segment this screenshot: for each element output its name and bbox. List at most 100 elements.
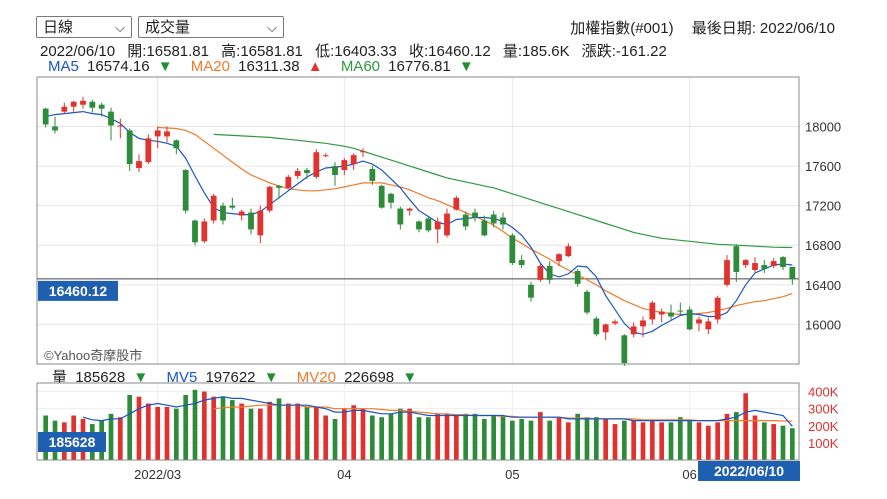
current-price-tag-label: 16460.12 xyxy=(49,283,108,299)
candle-body xyxy=(537,266,544,280)
candle-body xyxy=(509,235,516,264)
ohlc-volume: 量:185.6K xyxy=(502,43,570,60)
candle-body xyxy=(220,205,226,221)
price-tick-label: 17600 xyxy=(805,159,841,174)
ohlc-open: 開:16581.81 xyxy=(127,43,209,60)
candle-body xyxy=(481,220,488,236)
volume-bar xyxy=(258,408,263,460)
period-select-value: 日線 xyxy=(43,19,74,36)
volume-bar xyxy=(323,415,328,460)
indicator-select-value: 成交量 xyxy=(145,19,191,36)
candle-body xyxy=(556,254,562,262)
candle-body xyxy=(397,208,404,225)
axis-labels: 18000 17600 17200 16800 16400 16000 400K 300K 20… xyxy=(134,119,841,482)
volume-tick-label: 300K xyxy=(808,402,839,417)
volume-panel-frame xyxy=(36,382,800,461)
ohlc-change: 漲跌:-161.22 xyxy=(581,43,667,60)
candle-body xyxy=(406,208,413,211)
price-tick-label: 16400 xyxy=(805,278,841,293)
candle-body xyxy=(444,213,450,236)
mv5-arrow: ▼ xyxy=(263,369,279,386)
candle-body xyxy=(61,106,68,112)
ma20-label: MA20 xyxy=(190,58,230,75)
volume-bar xyxy=(724,413,730,460)
candle-body xyxy=(154,130,161,137)
candle-body xyxy=(565,246,572,257)
price-tick-label: 17200 xyxy=(805,199,841,214)
volume-bar xyxy=(454,415,459,460)
ma60-value: 16776.81 xyxy=(388,58,451,75)
candle-body xyxy=(285,176,292,188)
ohlc-readout: 2022/06/10 開:16581.81 高:16581.81 低:16403… xyxy=(40,40,675,61)
volume-legend: 量 185628 ▼ MV5 197622 ▼ MV20 226698 ▼ xyxy=(52,366,421,387)
candle-body xyxy=(229,205,236,208)
volume-bar xyxy=(286,403,291,460)
volume-bars xyxy=(43,389,795,460)
candle-body xyxy=(546,266,553,280)
candle-body xyxy=(182,170,189,211)
candle-body xyxy=(612,321,618,324)
period-select[interactable]: 日線 ⌵ xyxy=(36,16,132,38)
volume-bar xyxy=(118,417,123,460)
volume-bar xyxy=(762,422,767,460)
time-tick-label: 04 xyxy=(337,467,351,482)
candle-body xyxy=(630,326,637,335)
volume-bar xyxy=(631,420,636,460)
indicator-select[interactable]: 成交量 ⌵ xyxy=(138,16,284,38)
volume-bar xyxy=(650,420,655,460)
candle-body xyxy=(108,111,114,126)
current-volume-tag-label: 185628 xyxy=(49,434,96,450)
volume-bar xyxy=(780,425,786,460)
volume-bar xyxy=(519,418,524,460)
ohlc-date: 2022/06/10 xyxy=(40,43,116,60)
candle-body xyxy=(640,320,646,327)
volume-bar xyxy=(696,422,702,460)
volume-bar xyxy=(500,415,506,460)
volume-bar xyxy=(370,415,375,460)
candle-body xyxy=(490,214,497,224)
mv5-line xyxy=(82,396,793,427)
candle-body xyxy=(276,185,282,188)
candle-body xyxy=(257,210,264,236)
candle-body xyxy=(52,126,58,131)
volume-bar xyxy=(584,417,590,460)
volume-bar xyxy=(398,408,403,460)
candle-body xyxy=(136,161,142,169)
volume-bar xyxy=(556,417,562,460)
candle-body xyxy=(369,169,376,181)
volume-bar xyxy=(239,403,244,460)
volume-bar xyxy=(360,408,366,460)
candle-body xyxy=(89,101,96,108)
candle-body xyxy=(126,130,133,165)
volume-bar xyxy=(230,400,235,460)
ma60-arrow: ▼ xyxy=(458,58,474,75)
candle-body xyxy=(294,171,301,176)
ma60-line xyxy=(213,133,793,249)
price-tick-label: 18000 xyxy=(805,119,841,134)
candle-body xyxy=(472,212,478,218)
volume-bar xyxy=(435,413,440,460)
candle-body xyxy=(80,100,86,105)
volume-bar xyxy=(351,405,356,460)
candle-body xyxy=(332,166,338,175)
volume-bar xyxy=(332,418,338,460)
current-date-tag xyxy=(698,461,800,481)
candle-body xyxy=(238,211,245,216)
candle-body xyxy=(770,261,777,267)
candles xyxy=(42,96,796,366)
volume-bar xyxy=(482,418,487,460)
candle-body xyxy=(210,195,217,221)
candle-body xyxy=(724,260,730,285)
volume-bar xyxy=(594,417,599,460)
candle-body xyxy=(686,309,693,330)
volume-bar xyxy=(528,420,534,460)
current-price-tag xyxy=(38,280,118,301)
candle-body xyxy=(341,160,348,171)
candle-body xyxy=(500,217,506,225)
volume-bar xyxy=(379,417,384,460)
candle-body xyxy=(677,310,684,312)
current-date-tag-label: 2022/06/10 xyxy=(714,463,784,479)
price-tick-label: 16800 xyxy=(805,238,841,253)
volume-bar xyxy=(192,389,198,460)
